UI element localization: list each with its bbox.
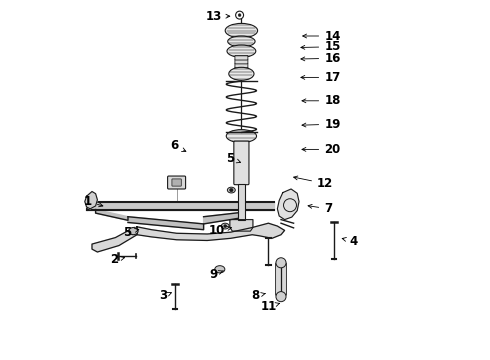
Circle shape — [276, 292, 286, 302]
Text: 10: 10 — [209, 224, 231, 237]
Ellipse shape — [221, 223, 229, 229]
FancyBboxPatch shape — [235, 55, 248, 60]
Polygon shape — [92, 227, 137, 252]
Text: 11: 11 — [260, 300, 280, 313]
Polygon shape — [128, 217, 204, 230]
Text: 14: 14 — [303, 30, 341, 42]
Text: 9: 9 — [210, 268, 223, 281]
FancyBboxPatch shape — [172, 179, 181, 186]
Ellipse shape — [129, 228, 138, 235]
Polygon shape — [96, 210, 128, 220]
Text: 12: 12 — [294, 176, 333, 190]
Circle shape — [223, 224, 227, 228]
Ellipse shape — [215, 266, 225, 273]
Text: 17: 17 — [301, 71, 341, 84]
Polygon shape — [204, 212, 242, 224]
FancyBboxPatch shape — [234, 141, 249, 185]
Text: 4: 4 — [342, 235, 358, 248]
Text: 6: 6 — [170, 139, 186, 152]
Ellipse shape — [228, 36, 255, 47]
Ellipse shape — [229, 67, 254, 80]
FancyBboxPatch shape — [235, 59, 248, 64]
Bar — [238, 184, 245, 220]
FancyBboxPatch shape — [168, 176, 186, 189]
Text: 5: 5 — [226, 152, 241, 165]
Text: 7: 7 — [308, 202, 332, 215]
Text: 8: 8 — [251, 289, 265, 302]
FancyBboxPatch shape — [235, 63, 248, 68]
Circle shape — [229, 188, 233, 192]
Text: 19: 19 — [302, 118, 341, 131]
Ellipse shape — [227, 45, 256, 57]
Text: 5: 5 — [123, 226, 139, 239]
Text: 20: 20 — [302, 143, 341, 156]
Polygon shape — [277, 189, 299, 220]
Circle shape — [276, 258, 286, 268]
Text: 16: 16 — [301, 52, 341, 65]
FancyBboxPatch shape — [235, 67, 248, 72]
Ellipse shape — [227, 187, 235, 193]
Polygon shape — [85, 192, 98, 209]
Text: 18: 18 — [302, 94, 341, 107]
Polygon shape — [137, 223, 285, 240]
Text: 1: 1 — [84, 195, 103, 208]
Text: 2: 2 — [110, 253, 124, 266]
Text: 15: 15 — [301, 40, 341, 53]
Polygon shape — [230, 220, 253, 231]
Ellipse shape — [225, 23, 258, 38]
Ellipse shape — [226, 130, 257, 143]
FancyBboxPatch shape — [275, 263, 286, 296]
Polygon shape — [87, 202, 274, 210]
Circle shape — [238, 14, 241, 17]
Text: 13: 13 — [205, 10, 230, 23]
Text: 3: 3 — [159, 289, 171, 302]
